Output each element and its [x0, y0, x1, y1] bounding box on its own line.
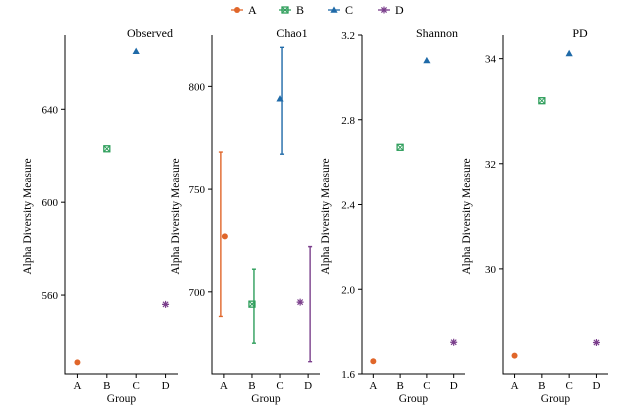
x-tick-label: C: [423, 380, 430, 392]
axis-lines: [361, 35, 465, 375]
data-point-b: [538, 97, 546, 105]
x-tick-label: A: [73, 380, 81, 392]
x-tick-label: D: [162, 380, 170, 392]
legend-label: B: [296, 3, 304, 17]
y-tick-label: 2.8: [341, 115, 355, 127]
x-tick-label: B: [248, 380, 255, 392]
error-bar-d: [308, 245, 313, 363]
x-tick-label: B: [538, 380, 545, 392]
panel-chao1: Chao1 700 750 800 A B C D Group Alpha Diversity M…: [170, 26, 320, 405]
axis-lines: [211, 35, 320, 375]
x-tick-label: D: [304, 380, 312, 392]
panel-title: PD: [572, 26, 588, 40]
x-tick-label: C: [133, 380, 140, 392]
legend-label: C: [345, 3, 353, 17]
data-point-a: [221, 233, 228, 240]
y-tick-label: 32: [485, 159, 496, 171]
y-tick-label: 30: [485, 264, 497, 276]
axis-lines: [502, 35, 608, 375]
x-tick-label: C: [565, 380, 572, 392]
legend-label: A: [248, 3, 257, 17]
y-axis-label: Alpha Diversity Measure: [22, 158, 34, 274]
legend-marker-d: [380, 6, 388, 14]
x-axis-label: Group: [251, 393, 281, 405]
x-axis-label: Group: [107, 393, 137, 405]
legend-entry-d: D: [378, 3, 404, 17]
panel-title: Chao1: [276, 26, 307, 40]
data-point-a: [511, 352, 518, 359]
legend-entry-a: A: [231, 3, 257, 17]
data-point-c: [132, 47, 140, 55]
x-tick-label: C: [276, 380, 283, 392]
panel-shannon: Shannon 1.6 2.0 2.4 2.8 3.2 A B C D Group Alpha Div…: [320, 26, 465, 405]
y-tick-label: 2.4: [341, 200, 355, 212]
data-point-d: [296, 298, 304, 306]
data-point-b: [103, 145, 111, 153]
y-tick-label: 1.6: [341, 369, 355, 381]
data-point-c: [565, 49, 573, 57]
panel-title: Observed: [127, 26, 173, 40]
x-tick-label: D: [450, 380, 458, 392]
data-point-c: [276, 95, 284, 102]
data-point-b: [248, 300, 256, 308]
data-point-b: [396, 143, 404, 151]
legend-label: D: [395, 3, 404, 17]
legend-marker-a: [234, 7, 240, 13]
data-point-d: [592, 338, 600, 346]
y-tick-label: 34: [485, 54, 497, 66]
y-tick-label: 640: [42, 104, 59, 116]
panel-pd: PD 30 32 34 A B C D Group Alpha Diversity Measure: [461, 26, 608, 405]
data-point-c: [423, 56, 431, 64]
legend-marker-b: [281, 6, 289, 14]
y-axis-label: Alpha Diversity Measure: [320, 158, 332, 274]
x-axis-label: Group: [399, 393, 429, 405]
legend-marker-c: [330, 6, 338, 13]
x-tick-label: B: [396, 380, 403, 392]
y-tick-label: 600: [42, 197, 59, 209]
x-axis-label: Group: [541, 393, 571, 405]
y-tick-label: 3.2: [341, 30, 355, 42]
chart-panels: Observed 560 600 640 A B C D Group Alpha Diversit…: [22, 26, 608, 405]
panel-title: Shannon: [416, 26, 458, 40]
x-tick-label: B: [103, 380, 110, 392]
x-tick-label: A: [369, 380, 377, 392]
legend-entry-c: C: [328, 3, 353, 17]
y-tick-label: 700: [189, 287, 206, 299]
y-tick-label: 2.0: [341, 284, 355, 296]
y-tick-label: 750: [189, 184, 206, 196]
data-point-a: [74, 359, 81, 366]
x-tick-label: A: [511, 380, 519, 392]
legend-entry-b: B: [279, 3, 304, 17]
data-point-a: [370, 358, 377, 365]
x-tick-label: D: [592, 380, 600, 392]
axis-lines: [64, 35, 178, 375]
y-tick-label: 560: [42, 290, 59, 302]
data-point-d: [162, 300, 170, 308]
panel-observed: Observed 560 600 640 A B C D Group Alpha Diversit…: [22, 26, 178, 405]
legend: A B C D: [231, 3, 404, 17]
error-bar-a: [218, 151, 223, 318]
data-point-d: [450, 338, 458, 346]
y-tick-label: 800: [189, 81, 206, 93]
y-axis-label: Alpha Diversity Measure: [170, 158, 182, 274]
x-tick-label: A: [220, 380, 228, 392]
y-axis-label: Alpha Diversity Measure: [461, 158, 473, 274]
